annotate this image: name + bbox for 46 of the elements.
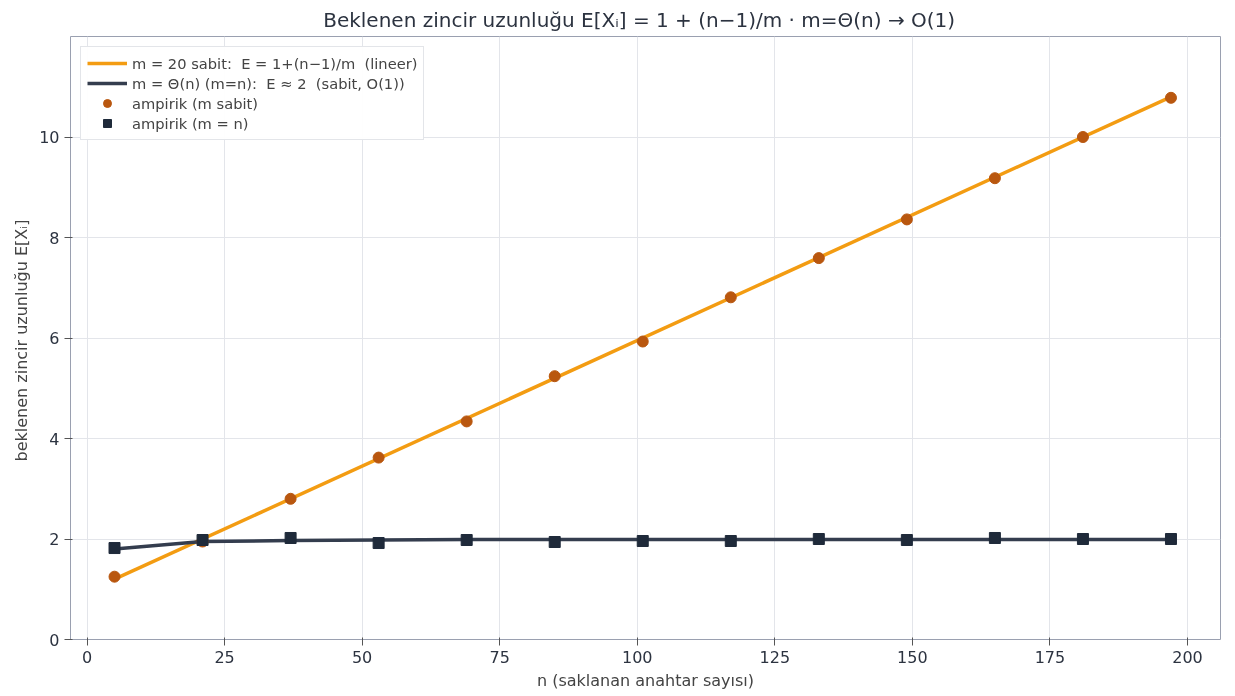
legend-label: m = Θ(n) (m=n): E ≈ 2 (sabit, O(1)) xyxy=(132,74,405,92)
legend-label: ampirik (m = n) xyxy=(132,114,249,132)
y-tick-label: 0 xyxy=(49,630,60,650)
point xyxy=(108,542,121,555)
y-tick-label: 8 xyxy=(49,228,60,248)
x-tick-label: 100 xyxy=(621,647,653,667)
point xyxy=(724,535,737,548)
y-tick-label: 4 xyxy=(49,429,60,449)
point xyxy=(460,534,473,547)
point xyxy=(636,535,649,548)
point xyxy=(284,492,297,505)
x-tick-label: 75 xyxy=(489,647,510,667)
y-tick-label: 10 xyxy=(39,128,60,147)
x-tick-label: 150 xyxy=(897,647,928,667)
point xyxy=(724,291,737,304)
point xyxy=(900,213,913,226)
x-tick-label: 50 xyxy=(351,647,373,667)
x-axis-title: n (saklanan anahtar sayısı) xyxy=(537,670,755,690)
x-tick-label: 25 xyxy=(214,647,235,667)
point xyxy=(372,537,385,550)
point xyxy=(548,536,561,549)
point xyxy=(372,451,385,464)
point xyxy=(988,172,1001,185)
point xyxy=(812,252,825,265)
y-tick-label: 2 xyxy=(49,530,60,549)
x-tick-label: 0 xyxy=(81,647,93,667)
x-tick-label: 125 xyxy=(759,647,791,667)
point xyxy=(548,370,561,383)
point xyxy=(1164,91,1177,104)
y-tick-label: 6 xyxy=(49,329,60,348)
point xyxy=(812,533,825,545)
legend-label: ampirik (m sabit) xyxy=(132,94,258,112)
point xyxy=(108,570,121,583)
point xyxy=(988,531,1001,544)
point xyxy=(900,534,913,547)
point xyxy=(1164,533,1177,545)
point xyxy=(1076,533,1089,545)
legend-label: m = 20 sabit: E = 1+(n−1)/m (lineer) xyxy=(132,54,418,72)
point xyxy=(460,415,473,428)
point xyxy=(1076,131,1089,143)
x-tick-label: 200 xyxy=(1172,647,1203,667)
point xyxy=(284,531,297,544)
point xyxy=(636,335,649,348)
chart-title: Beklenen zincir uzunluğu E[Xᵢ] = 1 + (n−1)/m · m=Θ(n) → O(1) xyxy=(323,7,956,32)
y-axis-title: beklenen zincir uzunluğu E[Xᵢ] xyxy=(12,219,32,462)
x-tick-label: 175 xyxy=(1034,647,1066,667)
